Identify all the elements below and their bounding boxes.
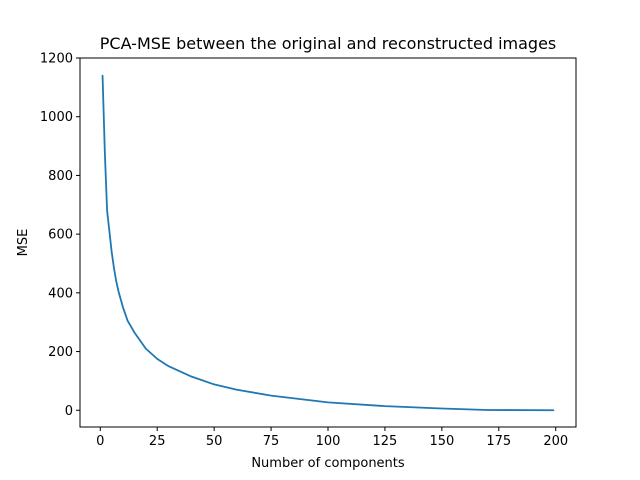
x-tick-label: 125 <box>373 434 398 449</box>
y-tick-label: 200 <box>48 345 73 360</box>
x-tick-label: 175 <box>486 434 511 449</box>
x-axis: 0 25 50 75 100 125 150 175 200 <box>96 427 568 449</box>
y-tick-label: 800 <box>48 169 73 184</box>
chart-title: PCA-MSE between the original and reconst… <box>100 34 557 53</box>
y-axis-label: MSE <box>16 229 31 257</box>
series-line <box>101 74 555 412</box>
x-axis-label: Number of components <box>251 456 405 471</box>
plot-frame <box>79 57 577 428</box>
y-tick-label: 600 <box>48 228 73 243</box>
x-tick-label: 25 <box>149 434 166 449</box>
plot-area <box>80 58 576 427</box>
y-axis: 0 200 400 600 800 1000 1200 <box>40 52 80 419</box>
y-tick-label: 400 <box>48 286 73 301</box>
y-tick-label: 1000 <box>40 110 73 125</box>
x-tick-label: 200 <box>543 434 568 449</box>
x-tick-label: 0 <box>96 434 104 449</box>
series-layer <box>101 74 555 412</box>
x-tick-label: 100 <box>316 434 341 449</box>
y-tick-label: 0 <box>65 404 73 419</box>
x-tick-label: 150 <box>429 434 454 449</box>
y-tick-label: 1200 <box>40 52 73 67</box>
x-tick-label: 50 <box>206 434 223 449</box>
x-tick-label: 75 <box>263 434 280 449</box>
